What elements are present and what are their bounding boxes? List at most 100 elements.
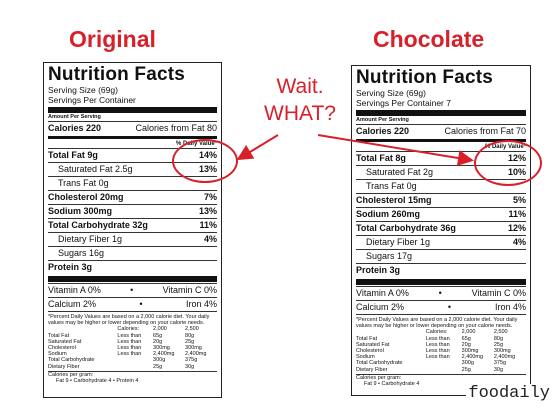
calories-per-gram-values: Fat 9 • Carbohydrate 4 [364,381,420,388]
nutrient-name: Sugars 16g [58,247,105,258]
nutrient-row: Protein 3g [356,262,526,277]
nutrient-row: Trans Fat 0g [48,175,217,190]
servings-per-container: Servings Per Container 7 [356,98,451,108]
nutrition-label-original: Nutrition Facts Serving Size (69g) Servi… [43,62,222,398]
nutrient-name: Protein 3g [48,261,93,272]
table-cell: 375g [185,357,198,364]
nutrient-row: Dietary Fiber 1g 4% [48,231,217,246]
table-cell: Sodium [48,351,67,358]
table-row: Total Carbohydrate 300g 375g [48,357,217,363]
table-cell: Less than [117,332,142,339]
table-cell: 20g [461,341,471,348]
divider [48,107,217,113]
footnote: *Percent Daily Values are based on a 2,0… [48,313,210,326]
table-cell: 300mg [185,344,202,351]
calories-row: Calories 220 Calories from Fat 70 [356,123,526,138]
serving-size: Serving Size (69g) [48,85,118,95]
nutrient-name: Protein 3g [356,264,401,275]
table-row: Dietary Fiber 25g 30g [48,364,217,370]
heading-original: Original [69,26,156,52]
vitamin-a: Vitamin A 0% [48,284,101,295]
divider [48,275,217,282]
table-row: Cholesterol Less than 300mg 300mg [48,345,217,351]
table-cell: Dietary Fiber [356,366,388,373]
table-cell: 20g [153,338,163,345]
table-cell: 300mg [461,347,479,354]
calories-per-gram-values: Fat 9 • Carbohydrate 4 • Protein 4 [56,378,139,385]
nutrient-daily-value: 5% [512,194,526,205]
nutrient-row: Sodium 260mg 11% [356,206,526,221]
table-cell: 80g [185,332,195,339]
calories-row: Calories 220 Calories from Fat 80 [48,120,217,135]
nutrient-row: Protein 3g [48,259,217,274]
divider [356,110,526,116]
table-cell: 25g [185,338,195,345]
table-cell: Calories: [425,329,448,336]
nutrient-daily-value: 4% [512,236,526,247]
table-cell: Cholesterol [48,344,76,351]
vitamin-row-1: Vitamin A 0% • Vitamin C 0% [48,282,217,297]
table-cell: Less than [425,335,450,342]
table-cell: 65g [461,335,471,342]
highlight-ellipse-original [172,139,238,183]
table-cell: Cholesterol [356,347,384,354]
callout-line-1: Wait. [276,75,324,98]
bullet: • [139,298,143,309]
table-cell: 25g [461,366,471,373]
table-cell: Less than [425,354,450,361]
amount-per-serving: Amount Per Serving [356,117,409,123]
table-cell: Total Fat [356,335,378,342]
nutrient-name: Saturated Fat 2.5g [58,163,133,174]
nutrient-daily-value: 7% [203,191,217,202]
footnote-block: *Percent Daily Values are based on a 2,0… [356,313,526,388]
table-cell: Less than [117,344,142,351]
table-row: Dietary Fiber 25g 30g [356,367,526,373]
nutrient-name: Sugars 17g [366,250,413,261]
brand-watermark: foodaily [466,384,552,403]
table-row: Total Carbohydrate 300g 375g [356,360,526,366]
table-cell: Total Carbohydrate [356,360,403,367]
nutrient-name: Sodium 260mg [356,208,421,219]
nutrient-row: Sugars 16g [48,245,217,260]
table-cell: 2,400mg [153,351,175,358]
nutrient-name: Trans Fat 0g [366,180,417,191]
table-cell: 2,500 [493,329,508,336]
daily-value-table: Calories: 2,000 2,500 Total Fat Less than 65g… [48,326,217,369]
iron: Iron 4% [185,298,217,309]
footnote: *Percent Daily Values are based on a 2,0… [356,316,518,329]
table-row: Cholesterol Less than 300mg 300mg [356,348,526,354]
table-row: Saturated Fat Less than 20g 25g [356,342,526,348]
calories-from-fat: Calories from Fat 70 [444,125,526,136]
nutrient-daily-value: 13% [198,205,217,216]
nutrient-name: Total Fat 9g [48,149,98,160]
table-cell: 2,000 [461,329,476,336]
bullet: • [438,287,442,298]
nutrient-row: Cholesterol 20mg 7% [48,189,217,204]
nutrient-name: Total Carbohydrate 32g [48,219,148,230]
label-title: Nutrition Facts [356,67,494,88]
arrow-to-chocolate [317,134,474,166]
calcium: Calcium 2% [48,298,97,309]
table-row: Sodium Less than 2,400mg 2,400mg [356,354,526,360]
table-cell: Less than [117,338,142,345]
vitamin-row-1: Vitamin A 0% • Vitamin C 0% [356,285,526,300]
table-cell: 300g [153,357,166,364]
table-cell: Less than [425,347,450,354]
nutrient-name: Cholesterol 15mg [356,194,432,205]
table-cell: 300mg [493,347,511,354]
bullet: • [447,301,452,312]
iron: Iron 4% [494,301,526,312]
divider [356,138,526,142]
divider [48,135,217,139]
table-cell: Dietary Fiber [48,363,80,370]
calories-per-gram: Calories per gram: [48,370,217,378]
nutrient-daily-value: 12% [507,222,526,233]
vitamin-row-2: Calcium 2% • Iron 4% [356,299,526,314]
table-cell: Less than [425,341,450,348]
table-cell: 300g [461,360,474,367]
table-row: Calories: 2,000 2,500 [48,326,217,332]
table-cell: 30g [493,366,504,373]
nutrient-row: Total Carbohydrate 36g 12% [356,220,526,235]
vitamin-a: Vitamin A 0% [356,287,409,298]
table-cell: 300mg [153,344,170,351]
